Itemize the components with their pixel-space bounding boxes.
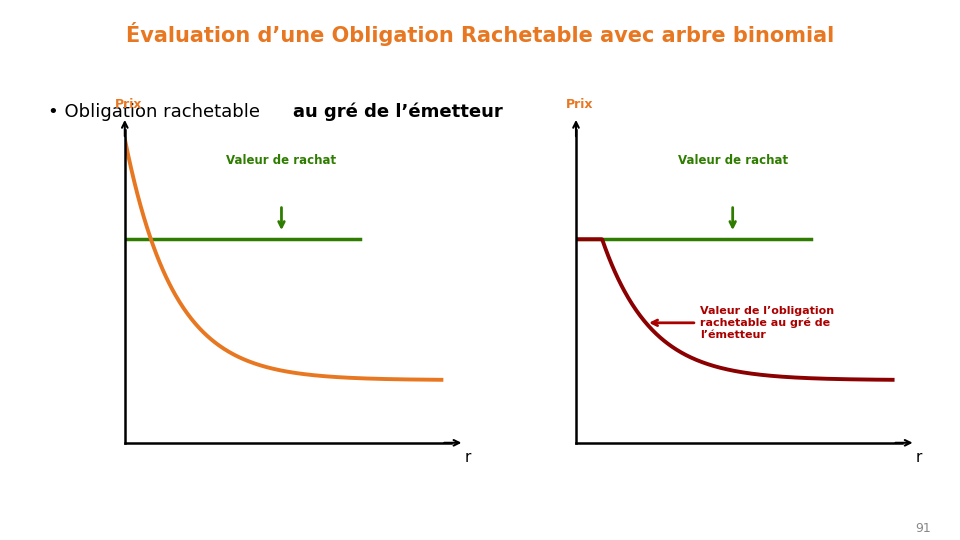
Text: Prix: Prix	[115, 98, 142, 111]
Text: r: r	[465, 450, 470, 464]
Text: Valeur de rachat: Valeur de rachat	[227, 154, 337, 167]
Text: r: r	[916, 450, 922, 464]
Text: au gré de l’émetteur: au gré de l’émetteur	[293, 103, 502, 121]
Text: Valeur de l’obligation
rachetable au gré de
l’émetteur: Valeur de l’obligation rachetable au gré…	[700, 306, 834, 340]
Text: Valeur de rachat: Valeur de rachat	[678, 154, 788, 167]
Text: Évaluation d’une Obligation Rachetable avec arbre binomial: Évaluation d’une Obligation Rachetable a…	[126, 22, 834, 45]
Text: 91: 91	[916, 522, 931, 535]
Text: • Obligation rachetable: • Obligation rachetable	[48, 103, 266, 120]
Text: Prix: Prix	[566, 98, 593, 111]
